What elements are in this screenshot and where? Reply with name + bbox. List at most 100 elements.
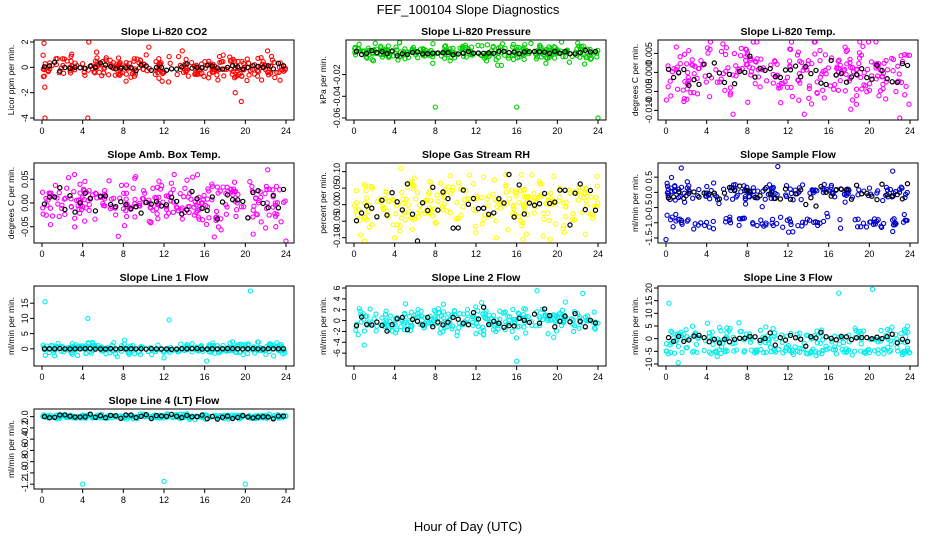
data-point: [866, 185, 873, 191]
outlier-point: [283, 238, 289, 244]
data-point: [681, 336, 687, 342]
x-tick-label: 12: [471, 372, 481, 382]
data-point: [561, 229, 567, 236]
data-point: [393, 44, 399, 50]
reference-point: [823, 189, 829, 195]
data-point: [901, 211, 907, 218]
x-tick-label: 16: [512, 249, 522, 259]
reference-point: [762, 335, 768, 342]
reference-point: [87, 63, 94, 69]
data-point: [233, 207, 240, 213]
reference-point: [470, 50, 477, 56]
data-point: [168, 180, 175, 186]
data-point: [473, 315, 479, 322]
reference-point: [701, 334, 707, 341]
data-point: [217, 59, 223, 66]
data-point: [523, 330, 529, 336]
y-tick-label: -5: [644, 347, 654, 355]
data-point: [408, 309, 415, 315]
reference-point: [255, 414, 261, 420]
data-point: [579, 185, 586, 191]
data-point: [536, 322, 543, 329]
data-point: [548, 195, 554, 202]
data-point: [431, 50, 438, 56]
reference-point: [716, 70, 723, 76]
reference-point: [455, 316, 461, 322]
reference-point: [275, 60, 282, 67]
reference-point: [465, 201, 472, 207]
panel-title: Slope Gas Stream RH: [422, 149, 530, 161]
reference-point: [475, 205, 482, 212]
reference-point: [592, 320, 599, 326]
reference-point: [374, 49, 380, 56]
data-point: [216, 53, 223, 60]
data-point: [498, 62, 504, 69]
data-point: [540, 316, 546, 323]
data-point: [56, 190, 62, 196]
reference-point: [874, 334, 880, 340]
data-point: [583, 55, 589, 61]
data-point: [490, 191, 496, 197]
data-point: [506, 196, 512, 202]
data-point: [203, 221, 210, 228]
data-point: [213, 208, 220, 215]
data-point: [768, 186, 775, 192]
reference-point: [747, 53, 753, 59]
data-point: [82, 72, 88, 78]
y-tick-label: -6: [332, 349, 342, 357]
data-point: [399, 317, 405, 323]
reference-point: [275, 413, 282, 419]
x-tick-label: 24: [905, 126, 915, 136]
data-point: [170, 199, 176, 205]
data-point: [727, 90, 734, 96]
reference-point: [394, 316, 400, 322]
data-point: [361, 214, 368, 221]
reference-point: [450, 52, 456, 58]
panel-title: Slope Li-820 Temp.: [741, 26, 836, 38]
reference-point: [592, 207, 599, 213]
data-point: [875, 350, 881, 357]
reference-point: [255, 187, 261, 194]
y-tick-label: -0.06: [332, 108, 342, 129]
reference-point: [767, 330, 773, 336]
x-tick-label: 16: [200, 126, 210, 136]
data-point: [860, 328, 867, 334]
data-point: [787, 186, 793, 192]
reference-point: [394, 199, 400, 205]
reference-point: [148, 67, 154, 74]
data-point: [853, 86, 860, 92]
data-point: [86, 202, 92, 208]
x-axis-label: Hour of Day (UTC): [414, 519, 522, 534]
x-tick-label: 4: [704, 126, 709, 136]
reference-point: [204, 207, 210, 214]
data-point: [499, 41, 506, 47]
reference-point: [379, 48, 385, 55]
reference-point: [737, 68, 743, 75]
data-point: [893, 88, 899, 95]
x-tick-label: 8: [121, 249, 126, 259]
data-point: [201, 73, 207, 79]
data-point: [539, 181, 545, 187]
data-point: [511, 316, 517, 323]
reference-point: [224, 192, 231, 198]
data-point: [710, 218, 716, 225]
data-point: [150, 185, 156, 191]
reference-point: [82, 65, 88, 72]
reference-point: [696, 194, 702, 200]
reference-point: [41, 413, 48, 420]
data-point: [572, 188, 578, 195]
data-point: [685, 217, 691, 223]
data-point: [86, 207, 92, 214]
outlier-point: [493, 235, 499, 241]
data-point: [479, 221, 485, 227]
data-point: [814, 340, 821, 346]
y-tick-label: 5: [644, 323, 654, 328]
x-tick-label: 20: [552, 249, 562, 259]
reference-point: [435, 207, 441, 213]
data-point: [72, 224, 78, 230]
y-tick-label: -0.8: [20, 454, 30, 470]
data-point: [411, 183, 417, 189]
reference-point: [430, 324, 436, 330]
data-point: [54, 56, 60, 62]
